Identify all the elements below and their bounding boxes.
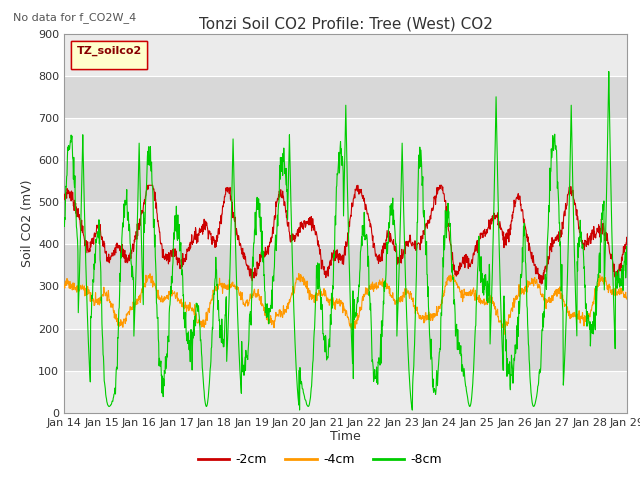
Bar bbox=[64, 244, 627, 287]
Legend: -2cm, -4cm, -8cm: -2cm, -4cm, -8cm bbox=[193, 448, 447, 471]
Y-axis label: Soil CO2 (mV): Soil CO2 (mV) bbox=[21, 180, 34, 267]
Bar bbox=[64, 76, 627, 118]
Legend:  bbox=[71, 40, 147, 69]
Bar bbox=[64, 328, 627, 371]
Bar bbox=[64, 160, 627, 202]
X-axis label: Time: Time bbox=[330, 431, 361, 444]
Title: Tonzi Soil CO2 Profile: Tree (West) CO2: Tonzi Soil CO2 Profile: Tree (West) CO2 bbox=[198, 16, 493, 31]
Text: No data for f_CO2W_4: No data for f_CO2W_4 bbox=[13, 12, 136, 23]
